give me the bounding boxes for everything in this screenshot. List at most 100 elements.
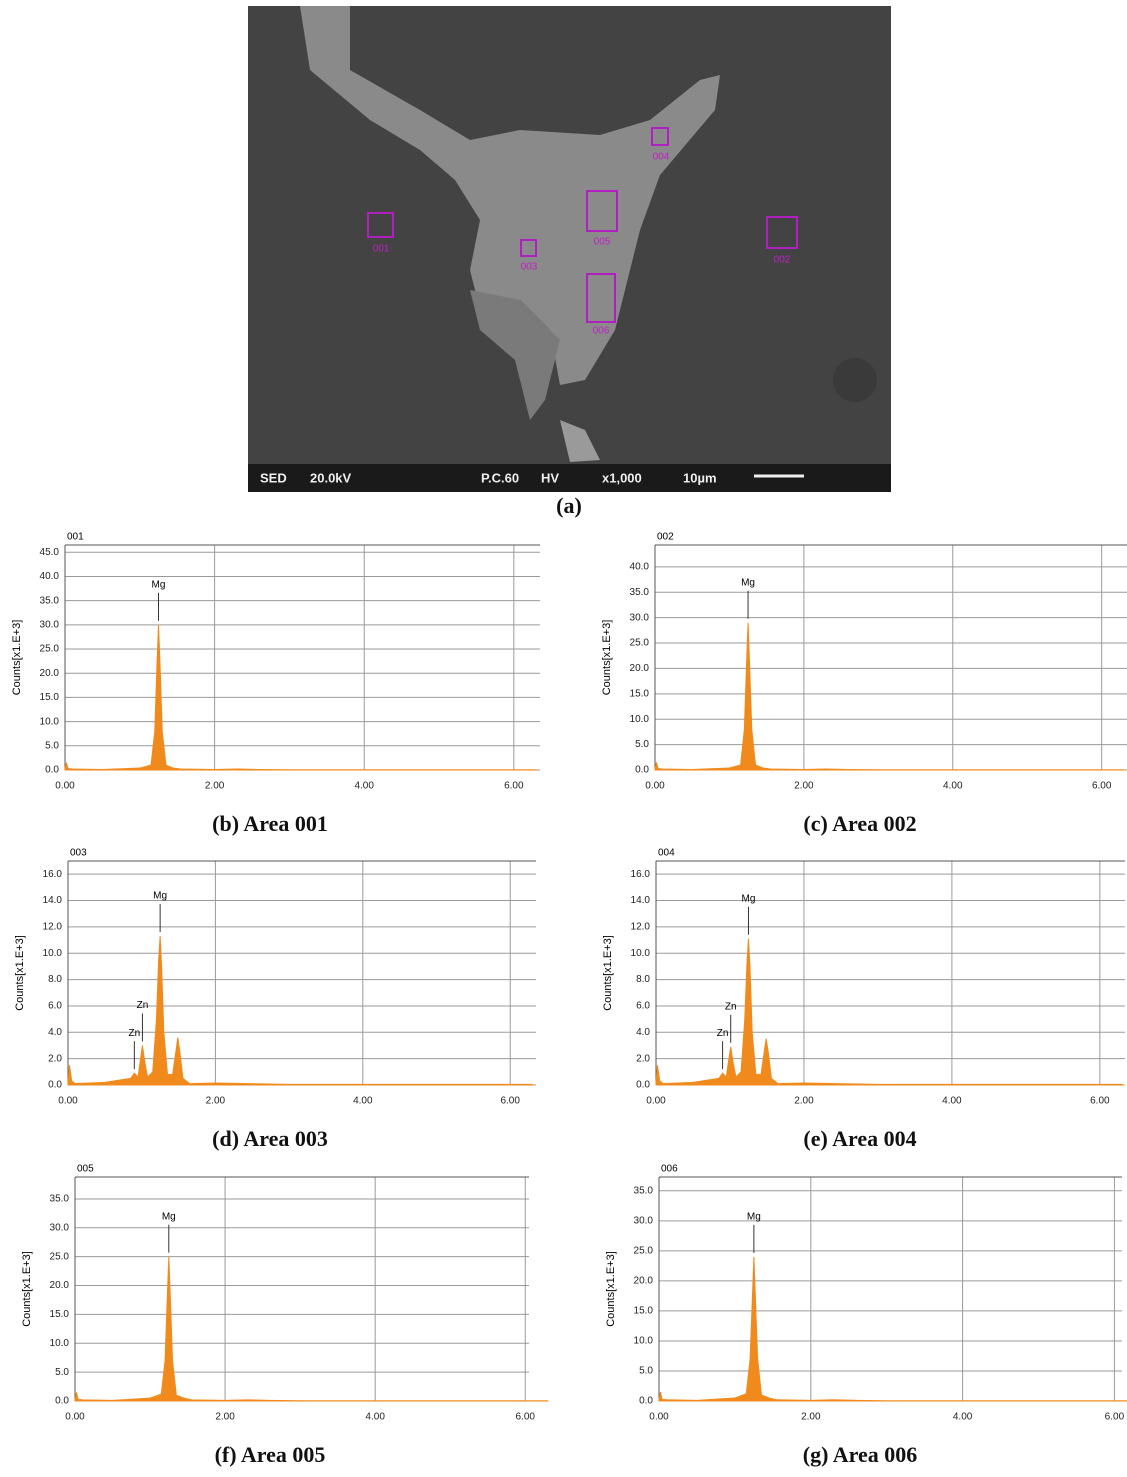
y-tick-label: 15.0 [40, 692, 60, 703]
x-tick-label: 2.00 [215, 1412, 235, 1423]
x-tick-label: 0.00 [649, 1412, 669, 1423]
y-tick-label: 14.0 [43, 895, 63, 906]
area-label: 006 [593, 326, 610, 337]
y-axis-label: Counts[x1.E+3] [11, 620, 23, 696]
sem-info: HV [541, 470, 559, 485]
sem-info: SED [260, 470, 287, 485]
x-tick-label: 2.00 [801, 1412, 821, 1423]
caption: (c) Area 002 [803, 811, 916, 836]
x-tick-label: 2.00 [206, 1096, 226, 1107]
x-tick-label: 6.00 [1105, 1412, 1125, 1423]
x-tick-label: 0.00 [645, 781, 665, 792]
spectrum [74, 1256, 549, 1402]
y-tick-label: 35.0 [634, 1185, 654, 1196]
y-tick-label: 15.0 [634, 1306, 654, 1317]
y-tick-label: 10.0 [40, 716, 60, 727]
x-tick-label: 2.00 [794, 1096, 814, 1107]
x-tick-label: 0.00 [65, 1412, 85, 1423]
y-tick-label: 25.0 [50, 1251, 70, 1262]
area-label: 002 [774, 255, 791, 266]
area-box [520, 239, 537, 257]
chart-title: 001 [67, 532, 84, 543]
y-axis-label: Counts[x1.E+3] [14, 935, 26, 1011]
y-tick-label: 10.0 [631, 948, 651, 959]
y-axis-label: Counts[x1.E+3] [602, 935, 614, 1011]
caption: (d) Area 003 [212, 1126, 328, 1151]
sem-image: SED 20.0kV P.C.60 HV x1,000 10µm 001 002… [248, 6, 891, 492]
y-tick-label: 40.0 [630, 561, 650, 572]
sem-info-bar [248, 464, 891, 492]
sem-phase [470, 290, 560, 420]
y-tick-label: 0.0 [45, 765, 59, 776]
caption: (b) Area 001 [212, 811, 328, 836]
y-tick-label: 0.0 [55, 1396, 69, 1407]
peak-label: Mg [747, 1212, 761, 1223]
x-tick-label: 6.00 [1090, 1096, 1110, 1107]
y-tick-label: 30.0 [50, 1222, 70, 1233]
x-tick-label: 6.00 [516, 1412, 536, 1423]
x-tick-label: 0.00 [646, 1096, 666, 1107]
y-tick-label: 8.0 [636, 974, 650, 985]
y-tick-label: 2.0 [48, 1053, 62, 1064]
y-tick-label: 14.0 [631, 895, 651, 906]
peak-label: Zn [717, 1028, 729, 1039]
y-tick-label: 8.0 [48, 974, 62, 985]
area-label: 005 [594, 237, 611, 248]
y-tick-label: 0.0 [635, 765, 649, 776]
y-tick-label: 5.0 [639, 1366, 653, 1377]
y-tick-label: 20.0 [40, 668, 60, 679]
y-tick-label: 10.0 [634, 1336, 654, 1347]
area-box [586, 190, 618, 232]
chart-title: 003 [70, 848, 87, 859]
y-axis-label: Counts[x1.E+3] [605, 1251, 617, 1327]
sem-pit [833, 358, 877, 402]
peak-label: Zn [725, 1001, 737, 1012]
x-tick-label: 2.00 [205, 781, 225, 792]
y-tick-label: 2.0 [636, 1053, 650, 1064]
caption: (f) Area 005 [215, 1442, 326, 1467]
y-tick-label: 5.0 [45, 740, 59, 751]
y-tick-label: 20.0 [630, 663, 650, 674]
y-tick-label: 30.0 [630, 612, 650, 623]
y-tick-label: 25.0 [630, 638, 650, 649]
y-tick-label: 12.0 [631, 922, 651, 933]
x-tick-label: 0.00 [55, 781, 75, 792]
area-box [651, 127, 669, 146]
peak-label: Mg [741, 577, 755, 588]
y-axis-label: Counts[x1.E+3] [21, 1251, 33, 1327]
y-tick-label: 10.0 [630, 714, 650, 725]
area-box [367, 212, 394, 238]
y-tick-label: 0.0 [639, 1396, 653, 1407]
sem-info: P.C.60 [481, 470, 519, 485]
y-tick-label: 6.0 [636, 1001, 650, 1012]
spectrum [658, 1256, 1127, 1402]
area-label: 001 [373, 244, 390, 255]
y-tick-label: 12.0 [43, 922, 63, 933]
y-tick-label: 5.0 [635, 739, 649, 750]
y-tick-label: 20.0 [50, 1280, 70, 1291]
chart-title: 005 [77, 1164, 94, 1175]
peak-label: Mg [162, 1211, 176, 1222]
y-tick-label: 4.0 [48, 1027, 62, 1038]
y-tick-label: 0.0 [636, 1080, 650, 1091]
y-tick-label: 35.0 [40, 595, 60, 606]
sem-info: 20.0kV [310, 470, 352, 485]
sem-info: 10µm [683, 470, 717, 485]
x-tick-label: 4.00 [365, 1412, 385, 1423]
spectrum [64, 624, 537, 771]
chart-title: 004 [658, 848, 675, 859]
area-label: 004 [653, 152, 670, 163]
caption: (a) [556, 493, 582, 518]
y-axis-label: Counts[x1.E+3] [601, 620, 613, 696]
sem-info: x1,000 [602, 470, 642, 485]
y-tick-label: 0.0 [48, 1080, 62, 1091]
y-tick-label: 10.0 [50, 1338, 70, 1349]
caption: (g) Area 006 [803, 1442, 917, 1467]
area-label: 003 [521, 262, 538, 273]
y-tick-label: 10.0 [43, 948, 63, 959]
y-tick-label: 45.0 [40, 547, 60, 558]
x-tick-label: 4.00 [354, 781, 374, 792]
spectrum [67, 936, 533, 1086]
x-tick-label: 4.00 [942, 1096, 962, 1107]
